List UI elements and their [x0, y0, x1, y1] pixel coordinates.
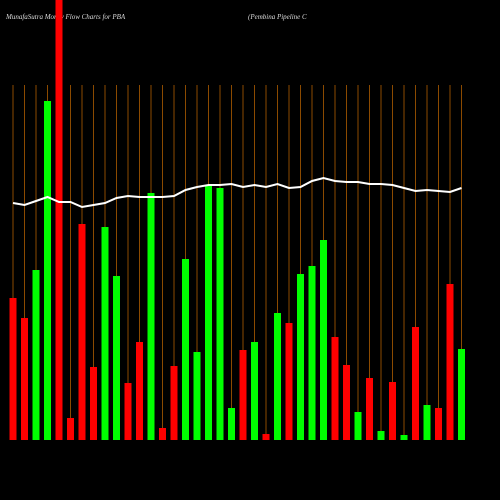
bar: [44, 101, 51, 440]
chart-title: MunafaSutra Money Flow Charts for PBA: [5, 13, 126, 21]
bar: [78, 224, 86, 440]
bar: [412, 327, 419, 440]
bar: [21, 318, 28, 440]
bar: [228, 408, 235, 440]
bar: [67, 418, 74, 440]
bar: [400, 435, 408, 440]
bar: [90, 367, 97, 440]
bar: [113, 276, 120, 440]
bar: [147, 193, 155, 440]
bar: [251, 342, 258, 440]
bar: [297, 274, 304, 440]
bar: [55, 0, 63, 440]
bar: [389, 382, 396, 440]
bar: [159, 428, 166, 440]
bar: [216, 188, 224, 440]
bar: [377, 431, 385, 440]
bar: [136, 342, 143, 440]
bar: [366, 378, 373, 440]
bar: [170, 366, 178, 440]
bar: [458, 349, 465, 440]
bar: [423, 405, 431, 440]
bar: [182, 259, 189, 440]
bar: [9, 298, 17, 440]
bar: [262, 434, 270, 440]
bar: [320, 240, 327, 440]
bar: [274, 313, 281, 440]
bar: [32, 270, 40, 440]
money-flow-line: [12, 176, 462, 209]
bar: [435, 408, 442, 440]
bar: [308, 266, 316, 440]
bar: [124, 383, 132, 440]
bar: [343, 365, 350, 440]
bar: [205, 185, 212, 440]
bar: [331, 337, 339, 440]
bar: [285, 323, 293, 440]
bar: [354, 412, 362, 440]
bar: [239, 350, 247, 440]
bar: [193, 352, 201, 440]
bar: [446, 284, 454, 440]
bar: [101, 227, 109, 440]
chart-subtitle: (Pembina Pipeline C: [248, 13, 307, 21]
